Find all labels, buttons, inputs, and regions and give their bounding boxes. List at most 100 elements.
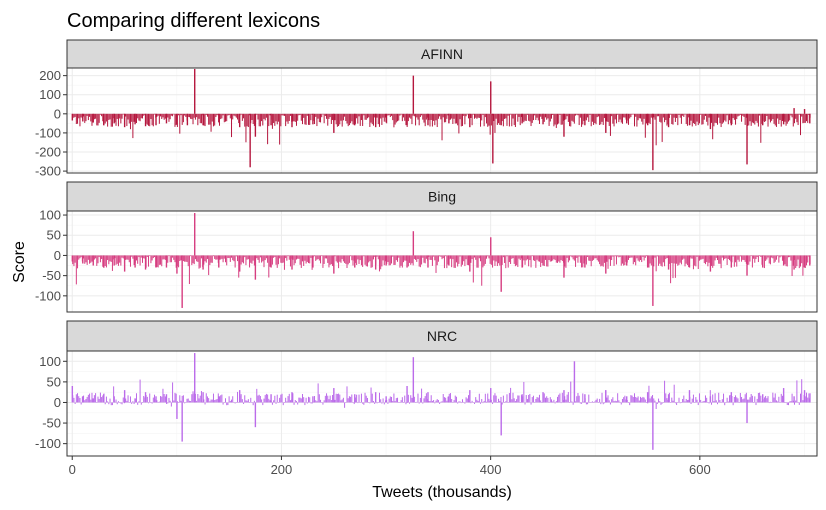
bar — [573, 255, 575, 261]
bar — [608, 400, 610, 403]
bar — [547, 255, 549, 267]
bar — [572, 255, 574, 260]
bar — [729, 113, 731, 121]
bar — [492, 255, 494, 268]
bar — [618, 113, 620, 123]
bar — [679, 402, 681, 404]
bar — [499, 255, 501, 266]
bar — [89, 393, 91, 403]
bar — [502, 255, 504, 258]
bar — [747, 399, 749, 403]
bar — [110, 113, 112, 127]
bar — [474, 402, 476, 404]
bar — [691, 113, 693, 127]
bar — [179, 395, 181, 403]
bar — [368, 402, 370, 403]
bar — [431, 113, 433, 127]
bar — [732, 113, 734, 119]
bar — [304, 255, 306, 261]
bar — [134, 113, 136, 125]
bar — [329, 113, 331, 118]
bar — [332, 113, 334, 121]
bar — [537, 113, 539, 121]
bar — [315, 400, 317, 403]
bar — [320, 113, 322, 123]
bar — [609, 255, 611, 266]
bar — [492, 402, 494, 404]
bar — [631, 113, 633, 115]
bar — [110, 402, 112, 406]
bar — [91, 255, 93, 262]
bar — [237, 113, 239, 120]
bar — [405, 402, 407, 405]
bar — [356, 255, 358, 265]
bar — [769, 255, 771, 265]
bar — [328, 399, 330, 403]
bar — [583, 401, 585, 403]
bar — [636, 255, 638, 259]
bar — [357, 113, 359, 124]
bar — [407, 394, 409, 403]
bar — [677, 402, 679, 403]
bar — [715, 400, 717, 403]
bar — [654, 113, 656, 120]
bar — [529, 113, 531, 122]
bar — [561, 113, 563, 125]
bar — [665, 393, 667, 403]
bar — [198, 255, 200, 269]
bar — [713, 255, 715, 266]
bar — [137, 402, 139, 405]
bar — [418, 402, 420, 404]
bar — [202, 113, 204, 126]
bar — [223, 113, 225, 123]
bar — [523, 381, 525, 403]
bar — [263, 398, 265, 403]
bar — [530, 402, 532, 405]
bar — [469, 255, 471, 272]
bar — [623, 397, 625, 403]
bar — [196, 400, 198, 403]
bar — [326, 113, 328, 119]
bar — [238, 255, 241, 272]
bar — [686, 400, 688, 403]
bar — [517, 113, 519, 122]
bar — [378, 255, 380, 272]
bar — [345, 113, 347, 122]
bar — [182, 395, 184, 403]
bar — [736, 113, 738, 120]
bar — [484, 255, 486, 264]
bar — [381, 255, 383, 267]
bar — [398, 113, 400, 121]
bar — [535, 113, 537, 121]
bar — [174, 255, 176, 263]
bar — [513, 255, 515, 264]
bar — [471, 255, 473, 260]
bar — [358, 113, 360, 117]
bar — [550, 255, 552, 262]
bar — [109, 113, 111, 120]
bar — [293, 113, 295, 122]
bar — [782, 255, 785, 266]
bar — [303, 113, 305, 118]
bar — [138, 113, 140, 121]
bar — [411, 255, 413, 264]
bar — [609, 113, 611, 136]
bar — [721, 113, 723, 124]
bar — [516, 399, 518, 403]
bar — [151, 113, 153, 126]
bar — [318, 255, 320, 261]
bar — [748, 399, 750, 403]
bar — [151, 402, 153, 404]
bar — [299, 113, 301, 115]
bar — [156, 255, 158, 267]
bar — [451, 398, 453, 403]
bar — [613, 255, 615, 266]
bar — [763, 255, 765, 269]
bar — [786, 113, 788, 124]
bar — [277, 402, 279, 403]
bar — [250, 397, 252, 403]
bar — [428, 113, 430, 121]
bar — [186, 113, 189, 126]
bar — [83, 113, 85, 117]
bar — [418, 113, 420, 126]
